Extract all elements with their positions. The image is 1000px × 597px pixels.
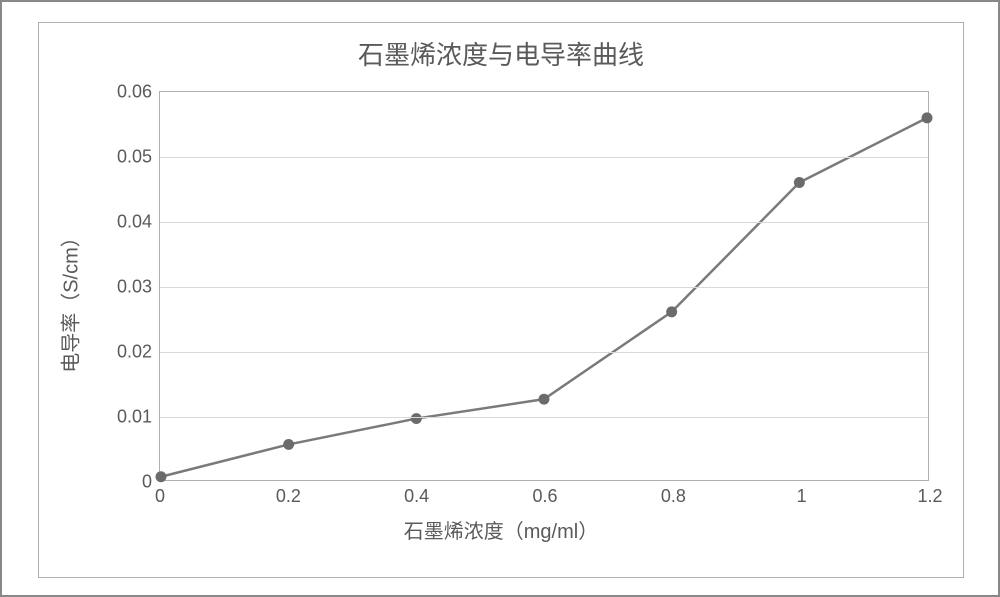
data-point-marker (666, 306, 677, 317)
line-series-svg (160, 92, 928, 480)
xtick-label: 1.2 (917, 480, 942, 507)
gridline-horizontal (160, 157, 928, 158)
data-point-marker (922, 112, 933, 123)
x-axis-label: 石墨烯浓度（mg/ml） (39, 515, 963, 544)
ytick-label: 0.04 (117, 212, 160, 233)
ytick-label: 0.03 (117, 277, 160, 298)
plot-area: 00.010.020.030.040.050.0600.20.40.60.811… (159, 91, 929, 481)
xtick-label: 0 (155, 480, 165, 507)
chart-container: 石墨烯浓度与电导率曲线 电导率（S/cm） 00.010.020.030.040… (38, 22, 964, 578)
gridline-horizontal (160, 287, 928, 288)
ytick-label: 0.06 (117, 82, 160, 103)
ytick-label: 0.05 (117, 147, 160, 168)
xtick-label: 0.2 (276, 480, 301, 507)
y-axis-label: 电导率（S/cm） (55, 227, 84, 373)
xtick-label: 0.8 (661, 480, 686, 507)
data-point-marker (794, 177, 805, 188)
data-point-marker (411, 413, 422, 424)
gridline-horizontal (160, 352, 928, 353)
gridline-horizontal (160, 222, 928, 223)
xtick-label: 1 (797, 480, 807, 507)
ytick-label: 0.01 (117, 407, 160, 428)
ytick-label: 0.02 (117, 342, 160, 363)
gridline-horizontal (160, 417, 928, 418)
data-point-marker (283, 439, 294, 450)
data-point-marker (539, 394, 550, 405)
xtick-label: 0.6 (532, 480, 557, 507)
series-line (161, 118, 927, 477)
xtick-label: 0.4 (404, 480, 429, 507)
outer-frame: 石墨烯浓度与电导率曲线 电导率（S/cm） 00.010.020.030.040… (0, 0, 1000, 597)
chart-title: 石墨烯浓度与电导率曲线 (39, 35, 963, 72)
